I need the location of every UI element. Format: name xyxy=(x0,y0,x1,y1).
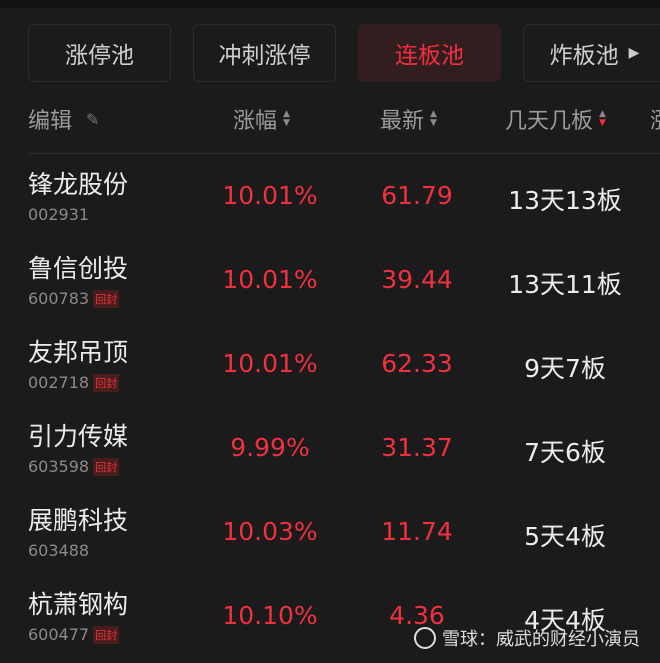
code-text: 600783 xyxy=(28,289,90,308)
edit-column-button[interactable]: 编辑 ✎ xyxy=(28,103,99,135)
edit-label: 编辑 xyxy=(28,109,73,134)
stock-name: 杭萧钢构 xyxy=(28,590,129,619)
price-value: 62.33 xyxy=(381,349,453,378)
status-strip xyxy=(0,0,660,8)
price-value: 4.36 xyxy=(389,601,445,630)
code-text: 603488 xyxy=(28,541,90,560)
xueqiu-logo-icon xyxy=(414,627,436,649)
code-text: 002718 xyxy=(28,373,90,392)
watermark: 雪球：威武的财经小演员 xyxy=(414,625,640,651)
change-value: 10.01% xyxy=(222,181,318,210)
reseal-badge: 回封 xyxy=(93,625,120,644)
price-value: 39.44 xyxy=(381,265,453,294)
stock-name: 引力传媒 xyxy=(28,422,129,451)
sort-icon: ▲ ▼ xyxy=(430,109,437,128)
change-value: 10.10% xyxy=(222,601,318,630)
stock-code: 600477 回封 xyxy=(28,625,120,644)
tab-limit-up-pool[interactable]: 涨停池 xyxy=(28,24,171,82)
streak-value: 5天4板 xyxy=(524,522,606,551)
stock-code: 600783 回封 xyxy=(28,289,120,308)
stock-row[interactable]: 展鹏科技 603488 10.03% 11.74 5天4板 xyxy=(0,491,660,575)
tab-label: 连板池 xyxy=(395,43,464,69)
change-value: 9.99% xyxy=(230,433,310,462)
tab-label: 冲刺涨停 xyxy=(218,43,311,69)
sort-icon: ▲ ▼ xyxy=(283,109,290,128)
watermark-text: 雪球：威武的财经小演员 xyxy=(442,629,640,650)
stock-row[interactable]: 友邦吊顶 002718 回封 10.01% 62.33 9天7板 xyxy=(0,323,660,407)
sort-change-header[interactable]: 涨幅 ▲ ▼ xyxy=(233,103,290,135)
change-value: 10.01% xyxy=(222,265,318,294)
stock-name: 展鹏科技 xyxy=(28,506,129,535)
stock-code: 002931 xyxy=(28,205,89,224)
code-text: 603598 xyxy=(28,457,90,476)
streak-value: 13天13板 xyxy=(508,186,622,215)
streak-value: 4天4板 xyxy=(524,606,606,635)
tab-broken-board-pool[interactable]: 炸板池 ▶ xyxy=(523,24,660,82)
price-value: 11.74 xyxy=(381,517,453,546)
header-label: 几天几板 xyxy=(505,109,594,134)
reseal-badge: 回封 xyxy=(93,289,120,308)
stock-row[interactable]: 引力传媒 603598 回封 9.99% 31.37 7天6板 xyxy=(0,407,660,491)
sort-latest-header[interactable]: 最新 ▲ ▼ xyxy=(380,103,437,135)
change-value: 10.03% xyxy=(222,517,318,546)
header-label: 最新 xyxy=(380,109,425,134)
stock-row[interactable]: 鲁信创投 600783 回封 10.01% 39.44 13天11板 xyxy=(0,239,660,323)
code-text: 002931 xyxy=(28,205,90,224)
stock-name: 锋龙股份 xyxy=(28,170,129,199)
divider xyxy=(28,153,660,154)
stock-code: 002718 回封 xyxy=(28,373,120,392)
sort-desc-icon: ▲ ▼ xyxy=(599,109,606,128)
code-text: 600477 xyxy=(28,625,90,644)
sort-streak-header[interactable]: 几天几板 ▲ ▼ xyxy=(505,103,606,135)
reseal-badge: 回封 xyxy=(93,457,120,476)
change-value: 10.01% xyxy=(222,349,318,378)
next-column-header[interactable]: 涨 xyxy=(650,103,660,135)
stock-name: 鲁信创投 xyxy=(28,254,129,283)
price-value: 31.37 xyxy=(381,433,453,462)
stock-row[interactable]: 杭萧钢构 600477 回封 10.10% 4.36 4天4板 xyxy=(0,575,660,659)
stock-code: 603598 回封 xyxy=(28,457,120,476)
header-label: 涨幅 xyxy=(233,109,278,134)
triangle-right-icon[interactable]: ▶ xyxy=(628,45,640,61)
price-value: 61.79 xyxy=(381,181,453,210)
tab-label: 炸板池 xyxy=(549,43,619,69)
stock-code: 603488 xyxy=(28,541,89,560)
reseal-badge: 回封 xyxy=(93,373,120,392)
tab-sprint-limit-up[interactable]: 冲刺涨停 xyxy=(193,24,336,82)
streak-value: 13天11板 xyxy=(508,270,622,299)
header-label: 涨 xyxy=(650,103,660,135)
stock-row[interactable]: 锋龙股份 002931 10.01% 61.79 13天13板 xyxy=(0,155,660,239)
streak-value: 9天7板 xyxy=(524,354,606,383)
streak-value: 7天6板 xyxy=(524,438,606,467)
edit-icon: ✎ xyxy=(86,109,100,129)
tab-label: 涨停池 xyxy=(65,43,134,69)
tab-consecutive-board-pool[interactable]: 连板池 xyxy=(358,24,501,82)
stock-name: 友邦吊顶 xyxy=(28,338,129,367)
